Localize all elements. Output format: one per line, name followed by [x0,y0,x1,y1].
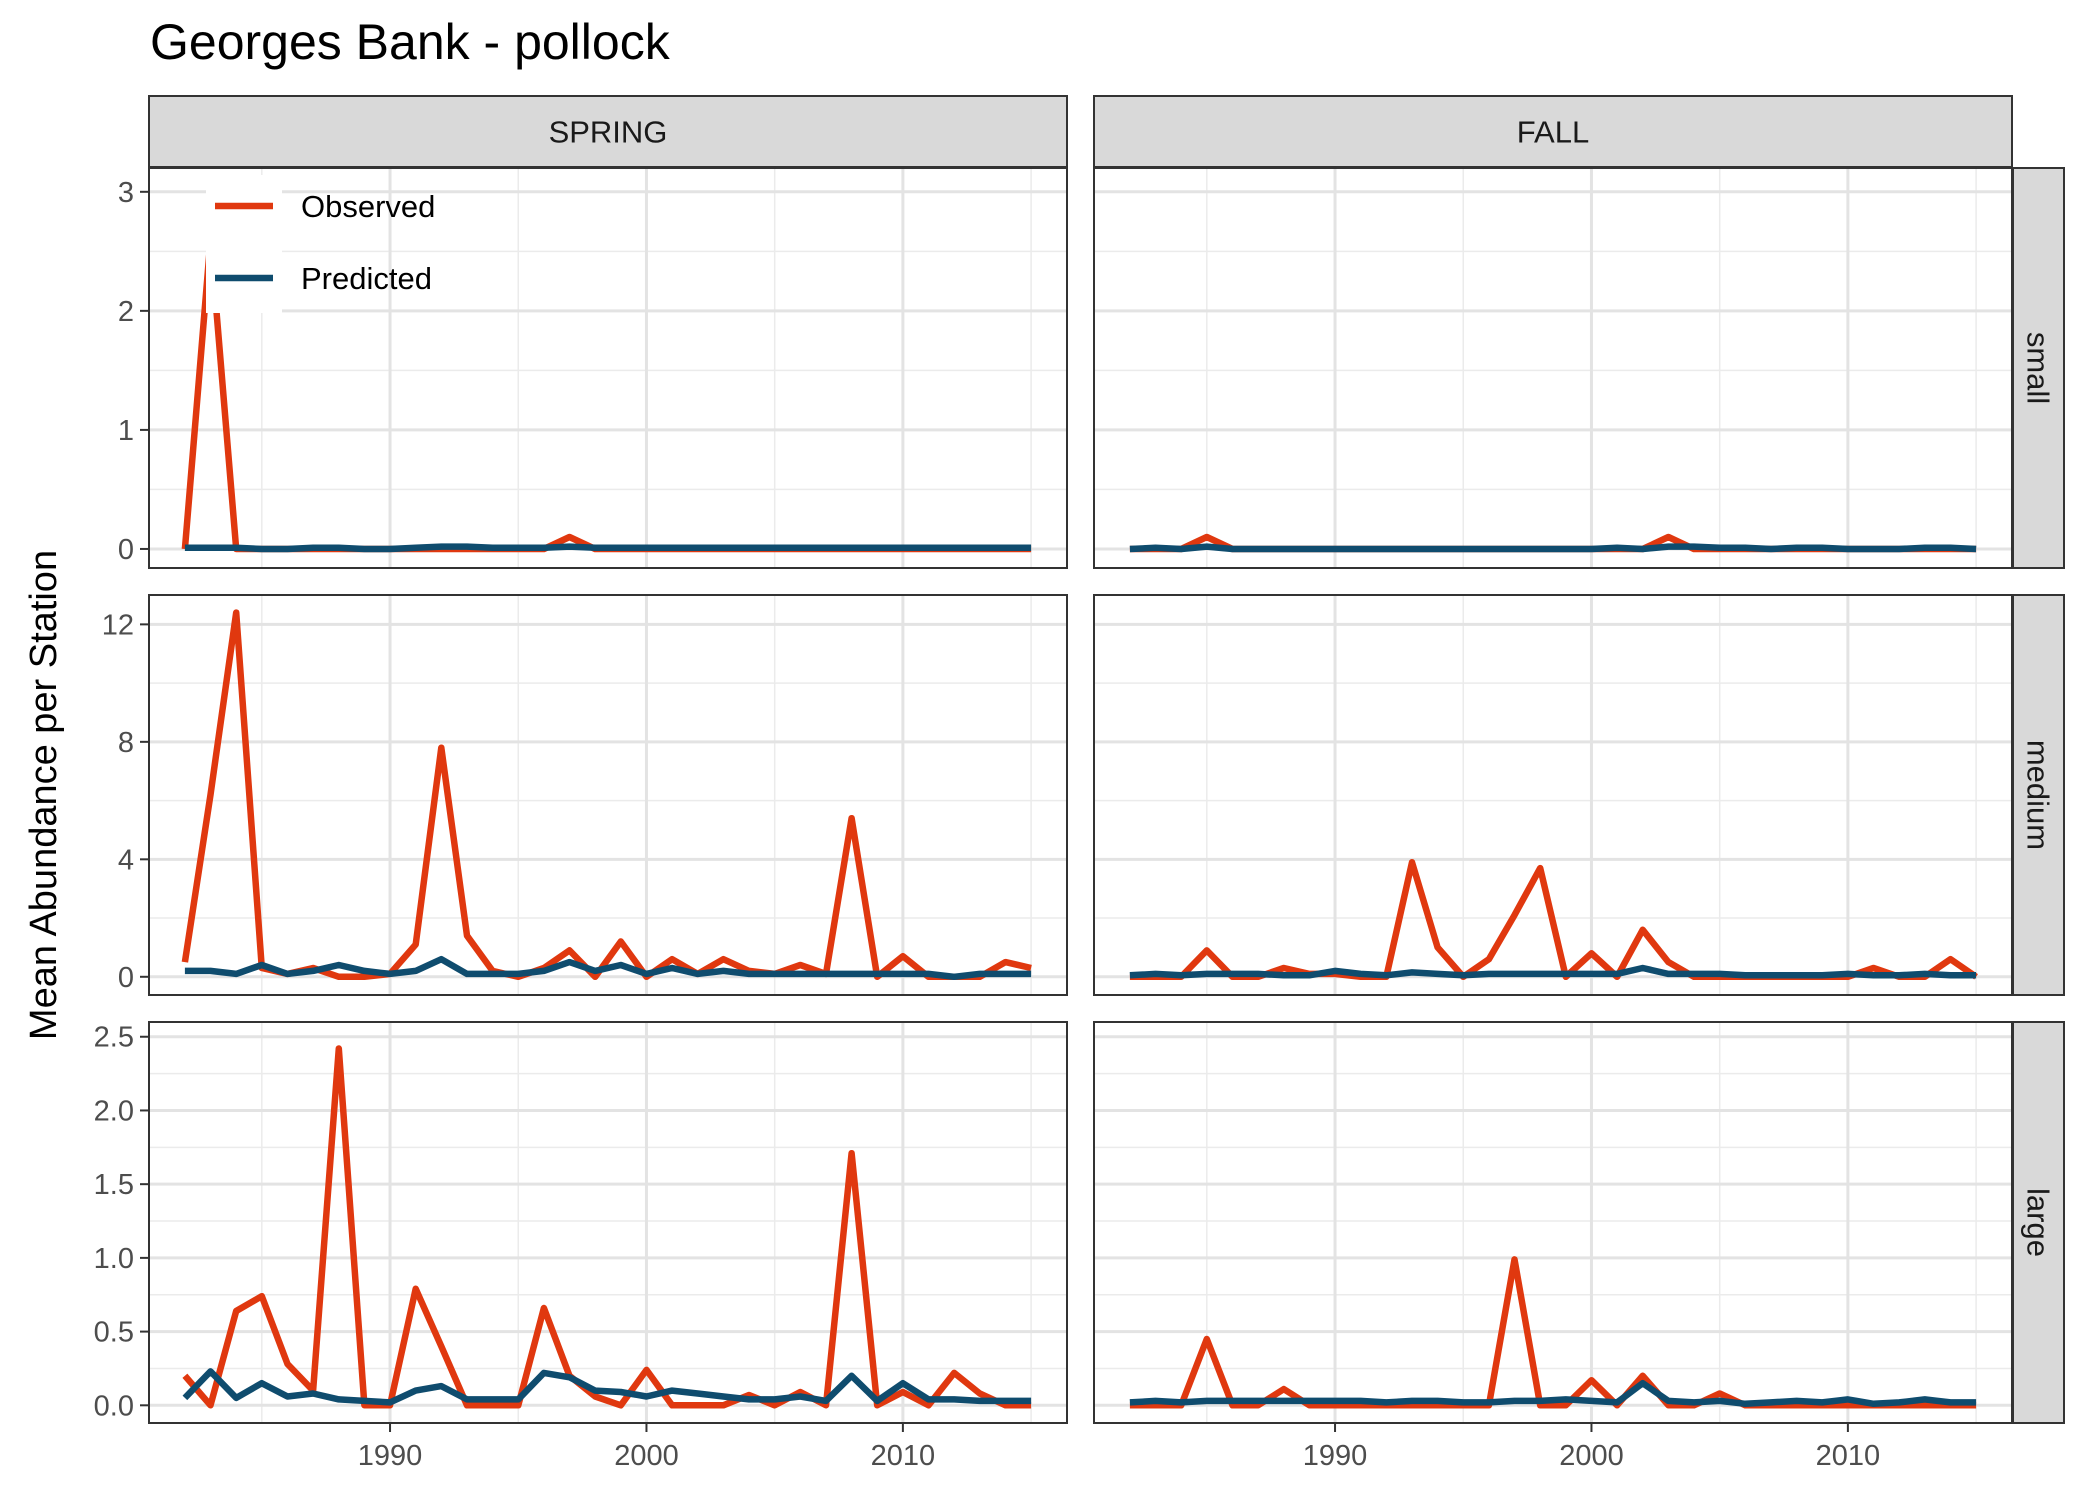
legend-label-predicted: Predicted [301,261,432,296]
y-tick-label: 2.5 [94,1022,134,1054]
series-line-observed [1129,1256,1977,1409]
series-line-predicted [1129,964,1977,979]
strip-label-small: small [2021,332,2056,404]
strip-medium [2012,594,2065,996]
y-tick-label: 2 [118,296,134,328]
chart-title: Georges Bank - pollock [150,14,671,70]
y-tick-label: 0 [118,962,134,994]
y-tick-label: 3 [118,177,134,209]
y-tick-label: 1.0 [94,1243,134,1275]
y-tick-label: 2.0 [94,1095,134,1127]
x-tick-label: 2010 [1816,1440,1881,1472]
x-tick-label: 1990 [358,1440,423,1472]
legend-label-observed: Observed [301,189,435,224]
strip-label-large: large [2021,1188,2056,1257]
x-tick-label: 2000 [1559,1440,1624,1472]
panel-spring-large: 0.0 0.5 1.0 1.5 2.0 2.5 1990 2000 2010 [94,1021,1068,1472]
panel-border [1093,167,2013,569]
panel-fall-small [1093,167,2013,569]
series-line-predicted [182,1368,1032,1406]
y-tick-label: 1.5 [94,1169,134,1201]
y-tick-label: 4 [118,844,134,876]
panel-border [148,1021,1068,1424]
y-tick-label: 8 [118,727,134,759]
strip-label-spring: SPRING [549,115,668,150]
panel-fall-medium [1093,594,2013,996]
x-tick-label: 1990 [1303,1440,1368,1472]
y-tick-label: 0.5 [94,1317,134,1349]
strip-spring [148,95,1068,168]
y-tick-label: 12 [102,609,134,641]
y-axis-title: Mean Abundance per Station [23,550,65,1040]
panel-border [1093,594,2013,996]
panel-spring-medium: 0 4 8 12 [102,594,1068,996]
panel-border [148,167,1068,569]
y-tick-label: 0.0 [94,1390,134,1422]
panel-fall-large: 1990 2000 2010 [1093,1021,2013,1472]
strip-label-fall: FALL [1517,115,1589,150]
x-tick-label: 2010 [871,1440,936,1472]
panel-spring-small: 0 1 2 3 [118,167,1068,569]
series-line-predicted [1129,1379,1977,1408]
panels-group: SPRING FALLsmallmediumlarge0123048120.00.… [94,95,2065,1472]
strip-small [2012,167,2065,569]
y-tick-label: 1 [118,415,134,447]
legend: Observed Predicted [206,175,435,313]
strip-label-medium: medium [2021,740,2056,850]
series-line-predicted [1129,543,1977,553]
strip-fall [1093,95,2013,168]
y-tick-label: 0 [118,534,134,566]
series-line-predicted [184,955,1032,981]
series-line-observed [181,609,1032,981]
strip-large [2012,1021,2065,1424]
series-line-predicted [184,543,1032,553]
panel-border [1093,1021,2013,1424]
panel-border [148,594,1068,996]
x-tick-label: 2000 [614,1440,679,1472]
legend-background [206,175,282,313]
series-line-observed [182,1045,1032,1409]
